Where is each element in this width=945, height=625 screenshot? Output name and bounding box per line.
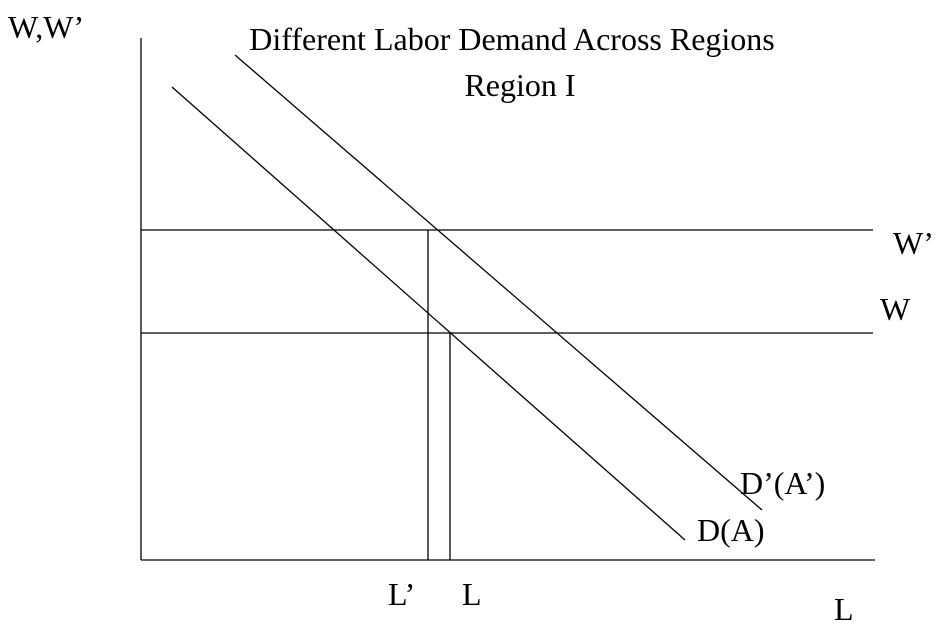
y-axis-label: W,W’ (8, 9, 84, 45)
curve-label: D(A) (697, 512, 765, 548)
subtitle: Region I (464, 67, 575, 103)
wage-label: W (880, 291, 911, 327)
curve-label: D’(A’) (740, 465, 825, 501)
employment-label: L’ (388, 576, 415, 612)
x-axis-label: L (834, 591, 854, 625)
employment-label: L (462, 576, 482, 612)
demand-curve-shifted (234, 54, 763, 511)
title: Different Labor Demand Across Regions (249, 21, 775, 57)
wage-label: W’ (893, 225, 934, 261)
